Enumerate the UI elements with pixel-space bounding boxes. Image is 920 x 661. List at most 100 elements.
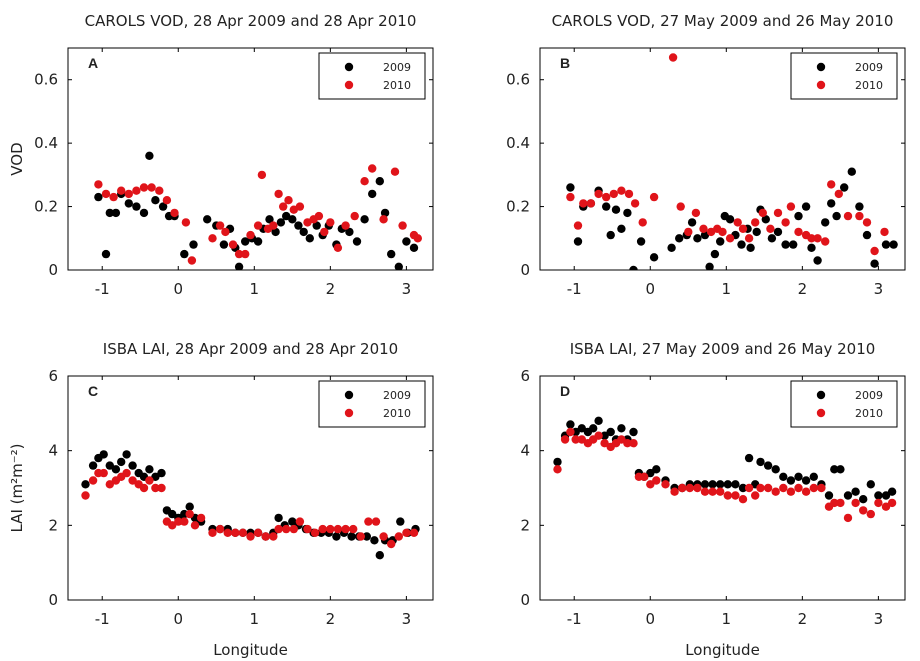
point-2009 bbox=[859, 495, 868, 504]
point-2009 bbox=[203, 215, 212, 224]
point-2010 bbox=[269, 221, 278, 230]
point-2010 bbox=[843, 513, 853, 523]
point-2010 bbox=[751, 491, 760, 500]
legend: 2009 2010 bbox=[790, 52, 898, 100]
x-tick-label: 2 bbox=[326, 280, 336, 298]
point-2010 bbox=[253, 221, 263, 230]
point-2009 bbox=[402, 237, 411, 246]
point-2010 bbox=[234, 249, 244, 259]
point-2009 bbox=[836, 465, 845, 474]
point-2009 bbox=[347, 532, 356, 541]
point-2009 bbox=[881, 240, 891, 249]
legend-marker bbox=[816, 390, 826, 400]
point-2010 bbox=[573, 221, 583, 230]
point-2009 bbox=[380, 208, 390, 218]
plot-frame bbox=[67, 375, 434, 601]
point-2010 bbox=[413, 234, 422, 243]
point-2010 bbox=[151, 483, 160, 493]
data-layer bbox=[81, 450, 420, 560]
y-tick-label: 0.4 bbox=[34, 134, 58, 152]
x-tick-label: 1 bbox=[722, 610, 732, 628]
point-2010 bbox=[349, 524, 358, 534]
point-2009 bbox=[847, 167, 856, 176]
point-2010 bbox=[284, 196, 293, 205]
legend-entry: 2010 bbox=[383, 79, 411, 92]
point-2010 bbox=[718, 227, 727, 237]
point-2009 bbox=[771, 465, 780, 474]
point-2009 bbox=[716, 480, 725, 489]
point-2010 bbox=[661, 480, 670, 489]
x-tick-label: 3 bbox=[874, 610, 884, 628]
y-axis-label: LAI (m²m⁻²) bbox=[8, 443, 26, 532]
point-2009 bbox=[253, 237, 263, 246]
point-2009 bbox=[830, 465, 839, 474]
point-2009 bbox=[151, 472, 160, 481]
point-2009 bbox=[294, 221, 303, 230]
point-2010 bbox=[881, 502, 891, 511]
point-2010 bbox=[394, 532, 403, 541]
point-2009 bbox=[832, 211, 841, 221]
point-2010 bbox=[326, 524, 335, 534]
point-2010 bbox=[781, 218, 790, 227]
x-tick-label: 0 bbox=[645, 610, 655, 628]
point-2009 bbox=[132, 202, 141, 211]
legend-entry: 2009 bbox=[855, 61, 883, 74]
legend-box bbox=[318, 380, 426, 428]
point-2010 bbox=[379, 532, 388, 541]
x-tick-label: 0 bbox=[173, 610, 183, 628]
point-2009 bbox=[623, 208, 632, 218]
legend-entry: 2009 bbox=[383, 61, 411, 74]
point-2010 bbox=[314, 211, 324, 221]
point-2009 bbox=[117, 457, 126, 467]
point-2009 bbox=[271, 227, 280, 237]
x-tick-label: 3 bbox=[402, 280, 412, 298]
point-2010 bbox=[364, 517, 373, 526]
point-2010 bbox=[231, 528, 240, 537]
legend-entry: 2009 bbox=[383, 389, 411, 402]
point-2010 bbox=[766, 224, 775, 233]
legend-marker bbox=[344, 390, 354, 400]
point-2009 bbox=[738, 483, 748, 493]
point-2009 bbox=[375, 177, 384, 186]
point-2010 bbox=[836, 498, 845, 508]
point-2010 bbox=[629, 439, 638, 448]
chart-title: CAROLS VOD, 28 Apr 2009 and 28 Apr 2010 bbox=[85, 12, 417, 30]
x-tick-label: -1 bbox=[95, 280, 110, 298]
point-2009 bbox=[189, 240, 198, 249]
point-2010 bbox=[101, 189, 111, 199]
legend-marker bbox=[816, 80, 826, 90]
point-2009 bbox=[94, 192, 103, 202]
y-tick-label: 0 bbox=[520, 261, 530, 279]
point-2010 bbox=[756, 483, 765, 493]
point-2010 bbox=[341, 524, 350, 534]
point-2009 bbox=[288, 517, 297, 526]
point-2009 bbox=[767, 234, 777, 243]
point-2009 bbox=[101, 249, 111, 259]
point-2010 bbox=[693, 483, 702, 493]
point-2009 bbox=[276, 218, 286, 227]
point-2010 bbox=[649, 192, 659, 202]
point-2010 bbox=[246, 532, 255, 541]
point-2010 bbox=[157, 483, 166, 493]
point-2009 bbox=[629, 427, 638, 437]
point-2009 bbox=[105, 208, 115, 218]
point-2010 bbox=[81, 491, 90, 500]
point-2010 bbox=[807, 234, 816, 243]
y-tick-label: 2 bbox=[48, 516, 58, 534]
point-2010 bbox=[560, 435, 570, 444]
point-2010 bbox=[758, 208, 767, 218]
point-2010 bbox=[279, 202, 288, 211]
point-2010 bbox=[733, 218, 742, 227]
point-2010 bbox=[577, 435, 586, 444]
y-tick-label: 4 bbox=[520, 442, 530, 460]
point-2009 bbox=[789, 240, 798, 249]
x-axis-label: Longitude bbox=[685, 641, 760, 659]
panel-C: ISBA LAI, 28 Apr 2009 and 28 Apr 2010 -1 0… bbox=[8, 340, 434, 659]
point-2010 bbox=[155, 186, 164, 195]
point-2009 bbox=[649, 253, 659, 262]
point-2009 bbox=[573, 237, 583, 246]
point-2010 bbox=[168, 521, 177, 530]
y-tick-label: 0.2 bbox=[34, 198, 58, 216]
point-2010 bbox=[228, 240, 238, 249]
point-2010 bbox=[409, 528, 419, 537]
